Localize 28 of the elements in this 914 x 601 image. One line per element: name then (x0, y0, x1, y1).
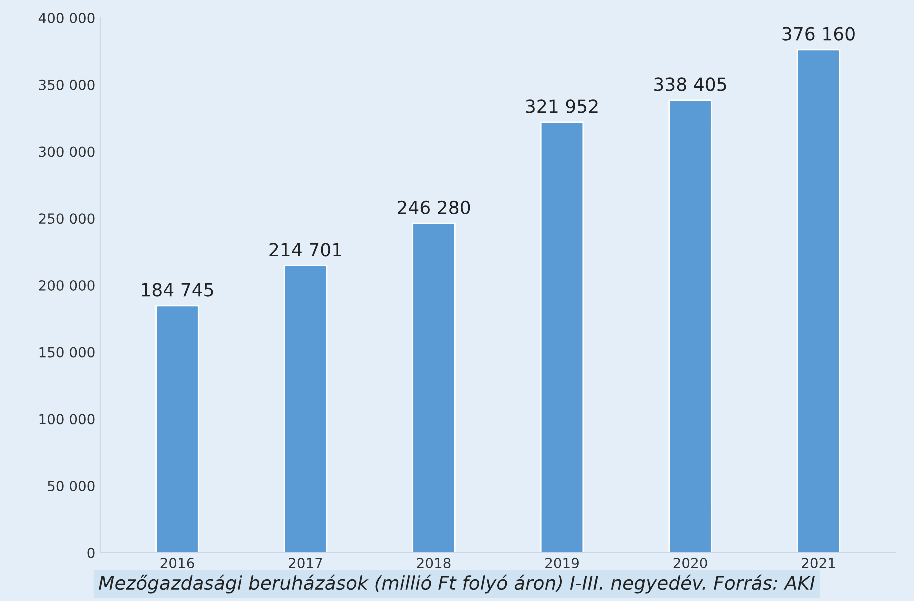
x-tick-label: 2020 (674, 558, 708, 569)
y-tick-label: 200 000 (39, 280, 95, 291)
data-label: 184 745 (142, 283, 214, 297)
y-tick-label: 300 000 (39, 146, 95, 158)
bar (668, 100, 712, 553)
data-label: 321 952 (526, 100, 598, 114)
y-tick-label: 250 000 (39, 214, 95, 224)
y-tick-label: 0 (88, 548, 95, 558)
y-tick-label: 350 000 (39, 80, 95, 90)
x-tick-label: 2019 (546, 558, 579, 569)
data-label: 214 701 (270, 243, 342, 257)
bar (796, 49, 841, 553)
x-tick-label: 2021 (802, 558, 836, 569)
text: Mezőgazdasági beruházások (millió Ft folyó áron) I-III. negyedév. Forrás: AKI (99, 574, 815, 594)
x-tick-label: 2018 (417, 558, 451, 569)
y-tick-label: 400 000 (38, 13, 95, 24)
bar (412, 222, 456, 553)
data-label: 338 405 (654, 78, 726, 92)
y-tick-label: 50 000 (48, 481, 95, 492)
bar (156, 305, 200, 553)
y-tick-label: 150 000 (40, 347, 95, 358)
x-tick-label: 2016 (160, 558, 194, 569)
bar (284, 265, 328, 553)
bar (540, 122, 584, 553)
x-tick-label: 2017 (289, 558, 322, 569)
data-label: 376 160 (782, 27, 855, 41)
y-tick-label: 100 000 (40, 414, 95, 425)
data-label: 246 280 (398, 200, 470, 215)
